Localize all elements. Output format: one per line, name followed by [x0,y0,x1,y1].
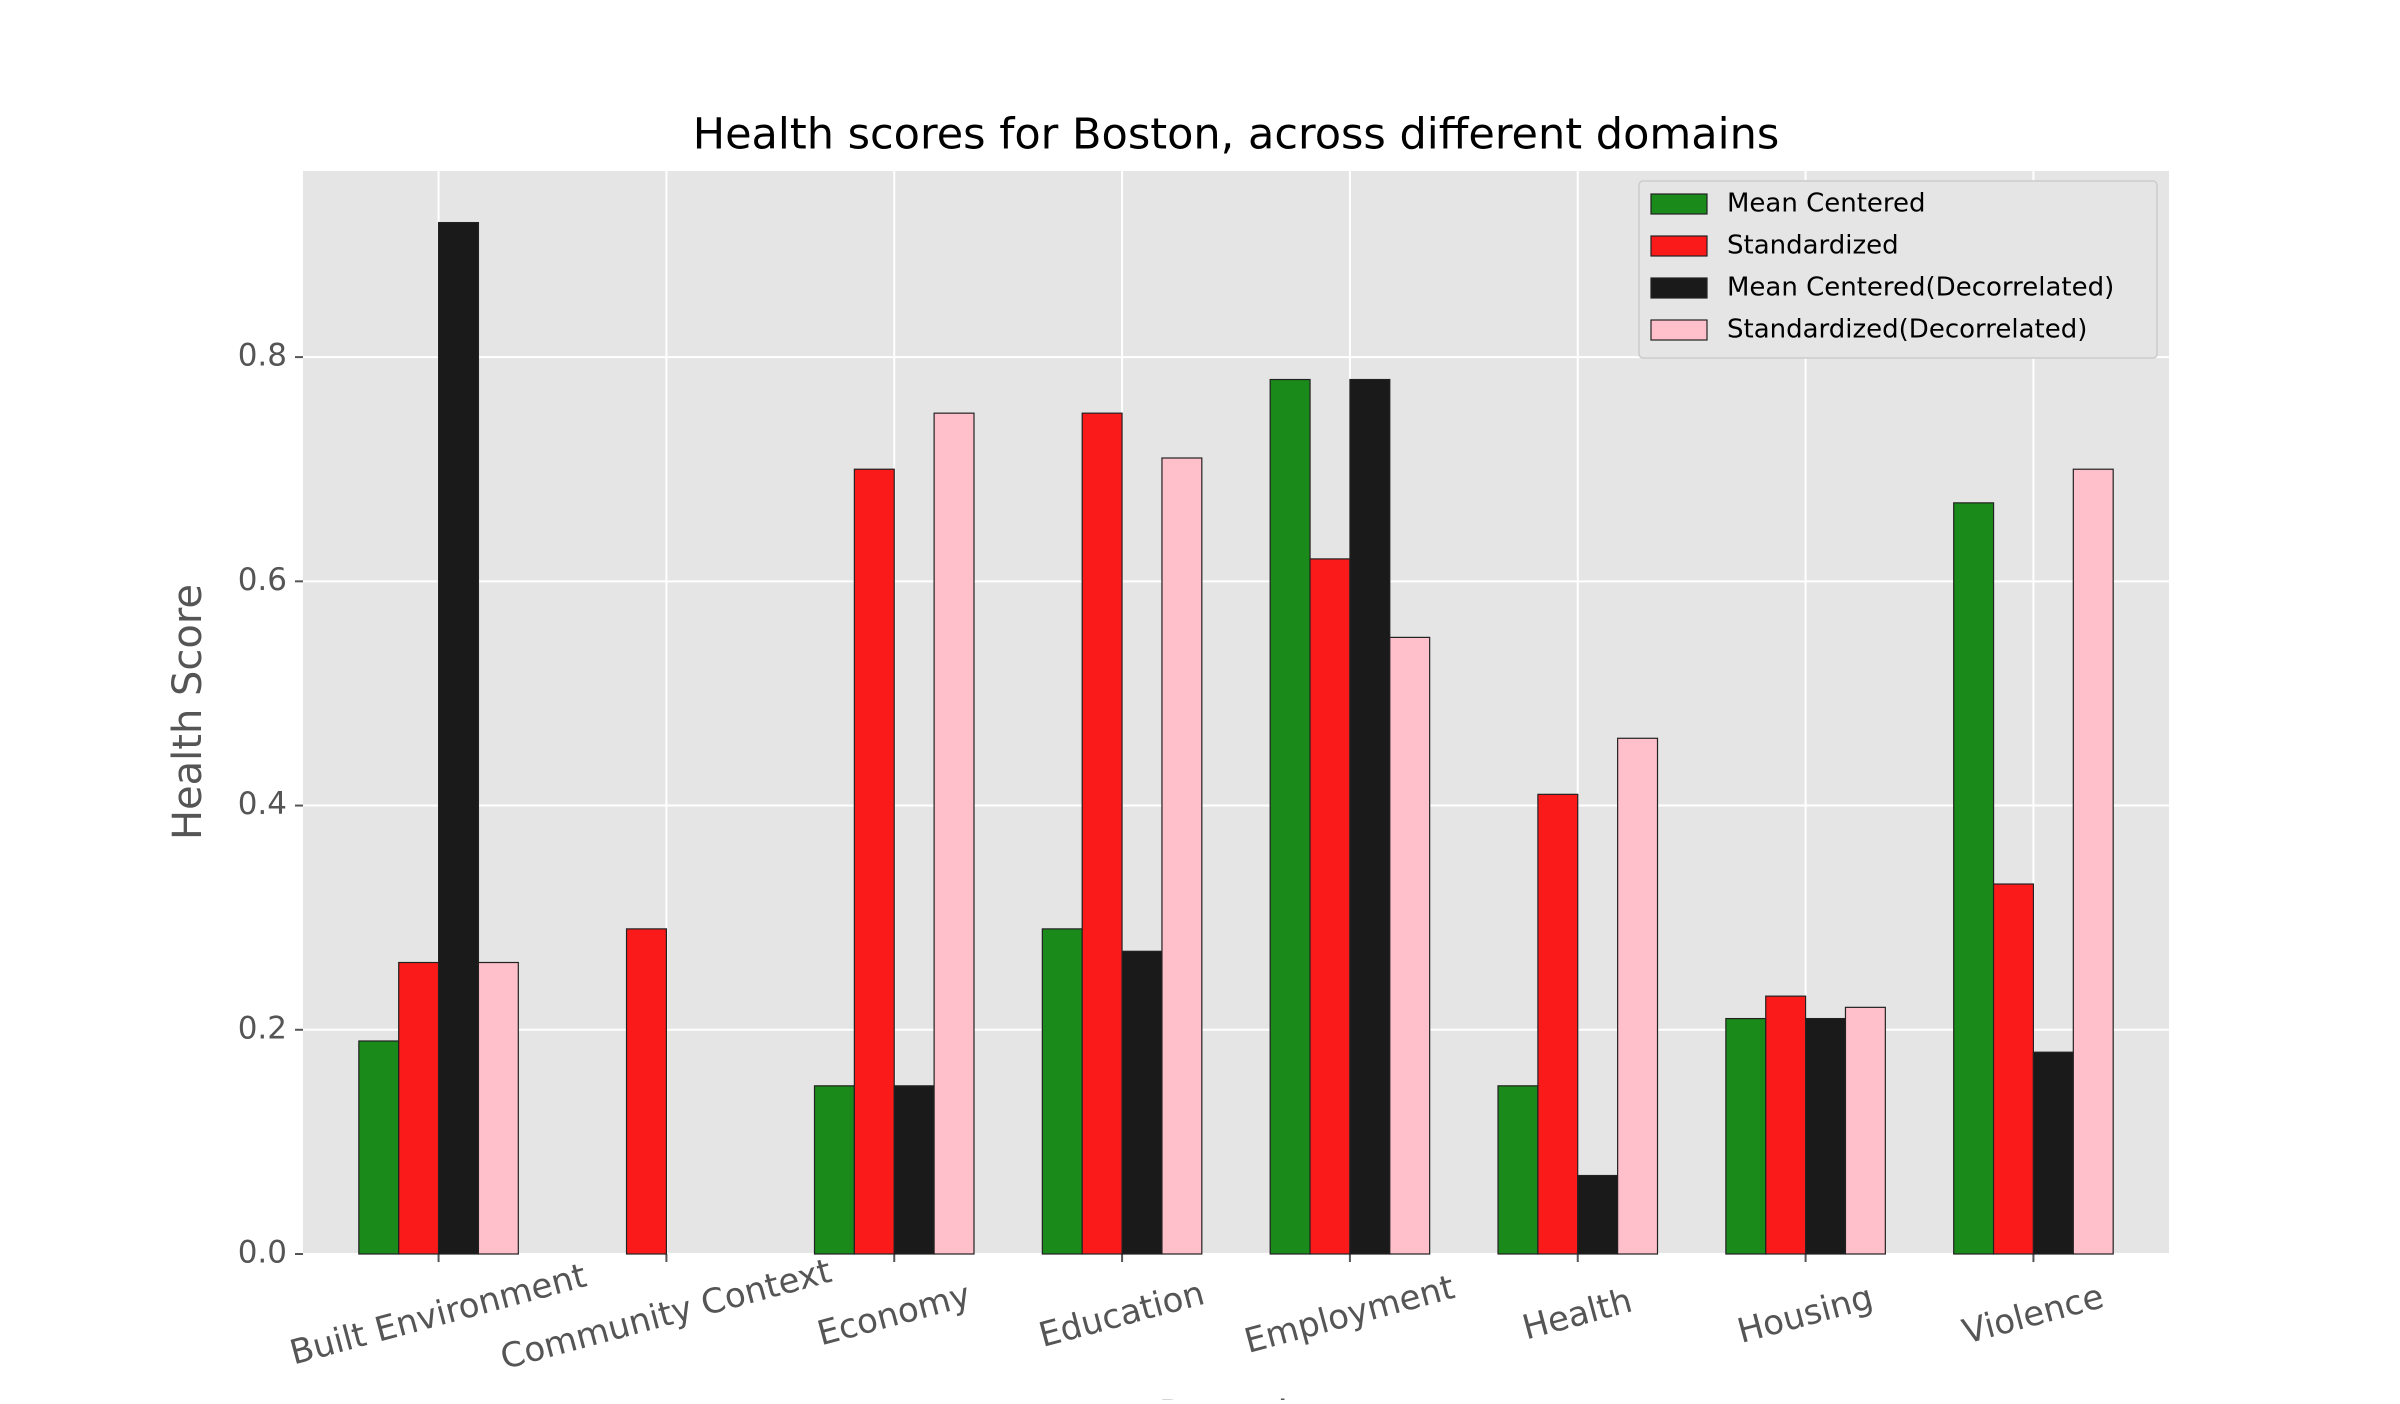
bar [1804,1017,1847,1255]
y-tick-label: 0.4 [238,786,287,822]
bar [1537,793,1579,1255]
y-tick-label: 0.8 [238,338,287,374]
legend-label: Standardized [1727,231,1899,261]
y-axis-label: Health Score [165,584,211,840]
bar [1953,502,1995,1255]
legend-swatch [1650,277,1708,299]
bar [398,961,440,1255]
bar [933,412,975,1255]
bar [437,221,480,1255]
bar [625,928,668,1255]
bar [1309,558,1351,1255]
bar [1081,412,1123,1255]
legend-swatch [1650,235,1708,257]
bar [1844,1006,1886,1255]
x-axis-label: Domain [1158,1393,1313,1400]
legend-label: Standardized(Decorrelated) [1727,315,2087,345]
x-tick-label: Employment [1240,1267,1458,1361]
x-tick-label: Health [1518,1281,1636,1349]
bar [1992,883,2035,1255]
bar [1577,1174,1619,1255]
bar [1725,1017,1767,1255]
legend-label: Mean Centered [1727,189,1926,219]
bar [358,1040,400,1255]
bar [1349,378,1391,1255]
bar [1389,636,1431,1255]
bar [1497,1085,1539,1255]
x-tick-label: Economy [813,1275,975,1354]
bar [2072,468,2114,1255]
x-tick-label: Violence [1958,1277,2108,1353]
x-tick-label: Housing [1733,1277,1877,1351]
bar [1617,737,1659,1255]
bar [477,961,519,1255]
legend-swatch [1650,193,1708,215]
bar [1121,950,1163,1255]
legend-swatch [1650,319,1708,341]
x-tick-label: Education [1035,1273,1209,1355]
y-tick-label: 0.2 [238,1010,287,1046]
bar [2032,1051,2074,1255]
bar [1041,928,1083,1255]
bar [1161,457,1203,1255]
y-tick-label: 0.0 [238,1235,287,1271]
bar [853,468,895,1255]
bar [1765,995,1807,1255]
bar [1269,378,1311,1255]
y-tick-label: 0.6 [238,562,287,598]
bar [893,1085,935,1255]
chart-title: Health scores for Boston, across differe… [693,110,1780,160]
legend-label: Mean Centered(Decorrelated) [1727,273,2114,303]
bar [813,1085,855,1255]
legend-box [1638,180,2158,359]
